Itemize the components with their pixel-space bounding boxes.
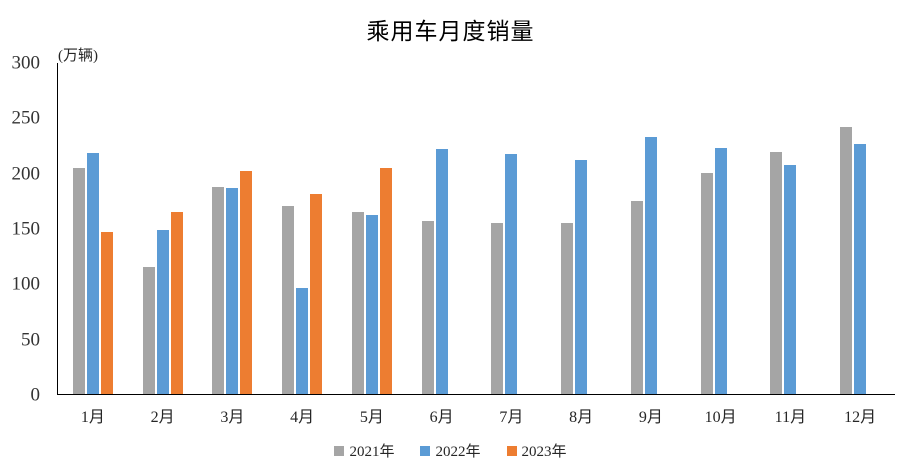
legend-swatch-icon <box>334 445 345 456</box>
chart-title: 乘用车月度销量 <box>366 19 535 44</box>
bar-2023年-2月 <box>170 211 183 394</box>
legend-label: 2022年 <box>435 444 481 460</box>
y-axis-tick-label-50: 50 <box>21 329 40 351</box>
bar-2021年-3月 <box>212 187 225 394</box>
y-axis-tick-label-300: 300 <box>11 52 41 74</box>
bar-2021年-8月 <box>561 222 574 394</box>
bar-group-12月: 12月 <box>825 63 895 426</box>
bar-2022年-8月 <box>575 159 588 394</box>
x-axis-label-5月: 5月 <box>359 409 384 426</box>
y-axis-tick-label-100: 100 <box>11 273 41 295</box>
bar-2022年-3月 <box>226 188 239 394</box>
x-axis-label-12月: 12月 <box>844 409 877 426</box>
bar-2022年-7月 <box>505 154 518 394</box>
bar-2021年-12月 <box>840 126 853 394</box>
bar-2022年-9月 <box>644 136 657 394</box>
bar-group-7月: 7月 <box>477 63 547 426</box>
y-axis-tick-label-250: 250 <box>11 107 41 129</box>
y-axis: 0 50 100 150 200 250 300 <box>0 54 41 405</box>
y-axis-unit-label: (万辆) <box>58 48 98 64</box>
x-axis-label-6月: 6月 <box>429 409 454 426</box>
bar-2021年-10月 <box>700 172 713 394</box>
y-axis-tick-label-0: 0 <box>30 384 41 406</box>
y-axis-tick-label-200: 200 <box>11 163 41 185</box>
bar-2022年-5月 <box>365 214 378 394</box>
bar-group-3月: 3月 <box>198 63 268 426</box>
bar-2023年-5月 <box>379 167 392 394</box>
x-axis-label-2月: 2月 <box>150 409 175 426</box>
bar-2021年-7月 <box>491 222 504 394</box>
x-axis-label-11月: 11月 <box>774 409 807 426</box>
legend-swatch-icon <box>506 445 517 456</box>
x-axis-label-3月: 3月 <box>220 409 245 426</box>
bar-group-10月: 10月 <box>686 63 756 426</box>
bar-2021年-6月 <box>421 220 434 394</box>
bar-2021年-1月 <box>72 168 85 394</box>
bar-2022年-6月 <box>435 148 448 394</box>
bar-2023年-1月 <box>100 231 113 394</box>
bar-2021年-4月 <box>282 206 295 394</box>
legend-item-2022年: 2022年 <box>420 440 481 461</box>
plot-area: 1月 2月 3月 4月 5月 6月 7月 8月 9月 10月 11月 12月 <box>57 63 895 426</box>
bar-2022年-2月 <box>156 229 169 394</box>
bar-2023年-4月 <box>310 194 323 394</box>
legend: 2021年 2022年 2023年 <box>0 440 901 461</box>
x-axis-label-9月: 9月 <box>638 409 663 426</box>
x-axis-label-4月: 4月 <box>290 409 315 426</box>
bar-group-8月: 8月 <box>546 63 616 426</box>
bar-group-9月: 9月 <box>616 63 686 426</box>
bar-2021年-2月 <box>142 266 155 394</box>
bar-group-2月: 2月 <box>128 63 198 426</box>
x-axis-label-1月: 1月 <box>80 409 105 426</box>
legend-label: 2023年 <box>521 444 567 460</box>
legend-item-2023年: 2023年 <box>506 440 567 461</box>
bar-2022年-12月 <box>854 144 867 394</box>
bar-2021年-5月 <box>351 212 364 394</box>
bar-group-4月: 4月 <box>267 63 337 426</box>
bar-2021年-11月 <box>770 152 783 394</box>
x-axis-label-8月: 8月 <box>569 409 594 426</box>
bar-group-11月: 11月 <box>756 63 826 426</box>
bar-group-1月: 1月 <box>58 63 128 426</box>
bar-group-6月: 6月 <box>407 63 477 426</box>
legend-item-2021年: 2021年 <box>334 440 394 461</box>
bar-2022年-4月 <box>296 287 309 394</box>
legend-swatch-icon <box>420 445 431 456</box>
bar-2022年-11月 <box>784 165 797 394</box>
bar-2023年-3月 <box>240 171 253 394</box>
legend-label: 2021年 <box>349 444 395 460</box>
bar-group-5月: 5月 <box>337 63 407 426</box>
bar-2022年-10月 <box>714 147 727 394</box>
bar-2022年-1月 <box>86 152 99 394</box>
bar-2021年-9月 <box>630 200 643 394</box>
x-axis-label-7月: 7月 <box>499 409 524 426</box>
x-axis-label-10月: 10月 <box>704 409 737 426</box>
y-axis-tick-label-150: 150 <box>11 218 41 240</box>
